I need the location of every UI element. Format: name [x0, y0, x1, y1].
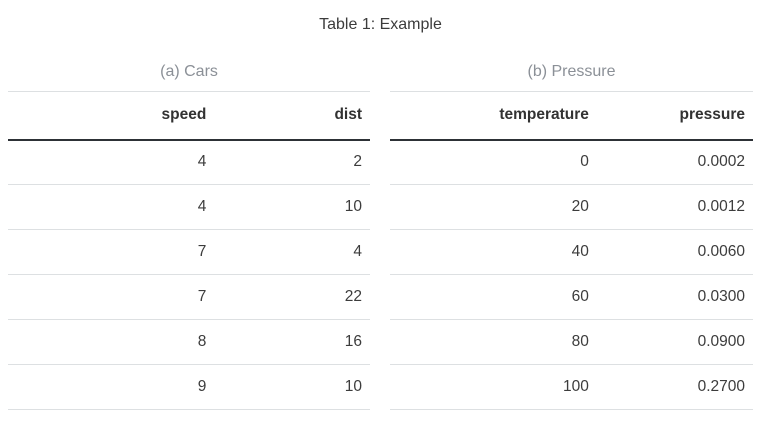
table-cell: 20 [571, 198, 589, 215]
table-row: 4 2 [8, 140, 370, 185]
table-row: 0 0.0002 [390, 140, 753, 185]
table-row: 8 16 [8, 320, 370, 365]
table-cell: 4 [353, 243, 362, 260]
table-row: 4 10 [8, 185, 370, 230]
table-cell: 4 [197, 153, 207, 171]
table-cell: 16 [344, 333, 362, 350]
table-title: Table 1: Example [319, 16, 442, 33]
table-cell: 4 [197, 198, 207, 215]
table-cell: 10 [344, 198, 362, 215]
cars-subtable: (a) Cars speed dist 4 2 [8, 62, 370, 410]
table-row: 7 22 [8, 275, 370, 320]
table-cell: 0.0300 [697, 288, 745, 305]
subtables-row: (a) Cars speed dist 4 2 [8, 62, 753, 410]
column-header-speed: speed [161, 106, 207, 124]
table-cell: 60 [571, 288, 589, 305]
cars-table: speed dist 4 2 4 10 [8, 91, 370, 410]
table-cell: 7 [197, 288, 207, 305]
cars-caption: (a) Cars [160, 63, 218, 80]
table-cell: 0 [580, 153, 589, 171]
pressure-table: temperature pressure 0 0.0002 20 0.0012 [390, 91, 753, 410]
table-cell: 9 [197, 378, 207, 395]
table-cell: 100 [563, 378, 589, 395]
pressure-subtable: (b) Pressure temperature pressure 0 0.00… [390, 62, 753, 410]
table-row: 7 4 [8, 230, 370, 275]
table-cell: 0.0002 [697, 153, 745, 171]
table-cell: 0.0060 [697, 243, 745, 260]
document-content: Table 1: Example (a) Cars speed dist 4 [8, 0, 753, 410]
column-header-dist: dist [334, 106, 362, 124]
table-cell: 0.0900 [697, 333, 745, 350]
table-cell: 2 [353, 153, 362, 171]
table-cell: 80 [571, 333, 589, 350]
table-row: 100 0.2700 [390, 365, 753, 410]
table-header-row: temperature pressure [390, 92, 753, 140]
table-row: 80 0.0900 [390, 320, 753, 365]
table-row: 60 0.0300 [390, 275, 753, 320]
table-row: 20 0.0012 [390, 185, 753, 230]
column-header-temperature: temperature [499, 106, 589, 124]
table-cell: 40 [571, 243, 589, 260]
table-cell: 10 [344, 378, 362, 395]
pressure-caption: (b) Pressure [527, 63, 616, 80]
table-cell: 0.0012 [697, 198, 745, 215]
table-row: 40 0.0060 [390, 230, 753, 275]
table-header-row: speed dist [8, 92, 370, 140]
table-cell: 0.2700 [697, 378, 745, 395]
table-cell: 8 [197, 333, 207, 350]
column-header-pressure: pressure [679, 106, 745, 124]
table-row: 9 10 [8, 365, 370, 410]
table-cell: 22 [344, 288, 362, 305]
table-cell: 7 [197, 243, 207, 260]
